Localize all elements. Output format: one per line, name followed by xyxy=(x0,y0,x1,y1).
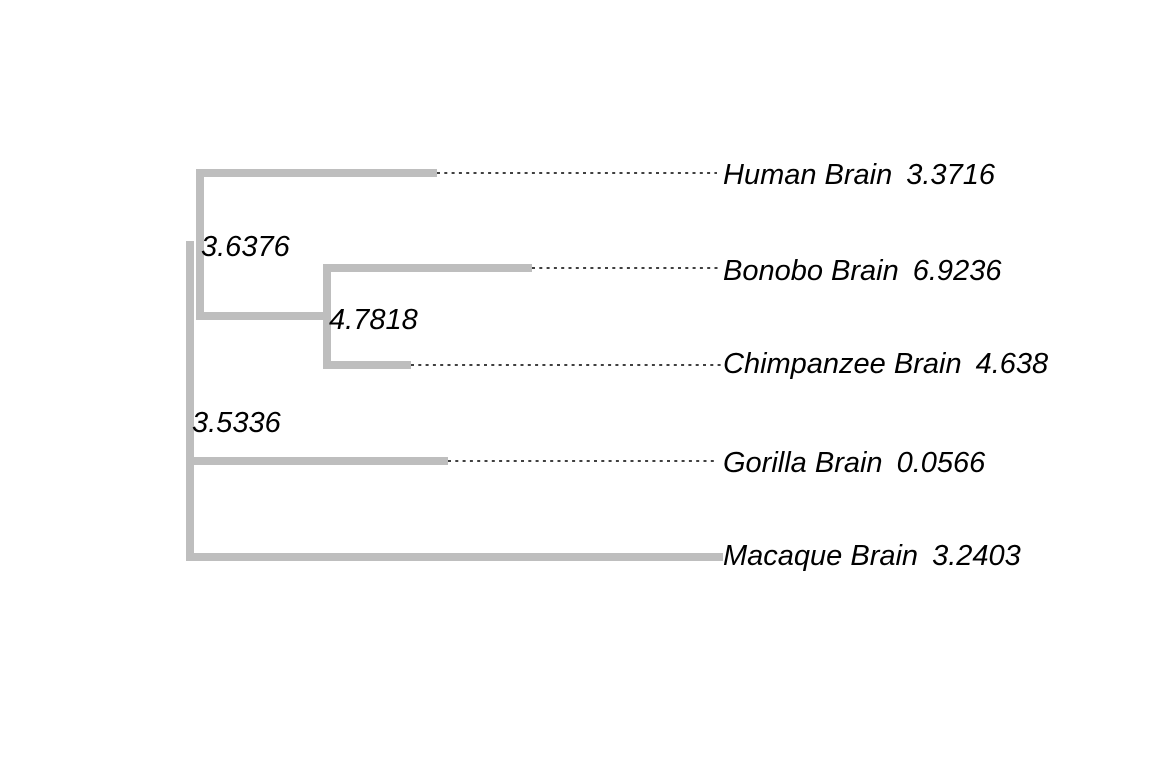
tip-label-chimpanzee: Chimpanzee Brain 4.638 xyxy=(723,348,1048,380)
tip-value: 3.3716 xyxy=(906,159,996,191)
tip-value: 6.9236 xyxy=(913,255,1003,287)
node-label-great-apes: 3.6376 xyxy=(201,231,291,263)
tip-value: 4.638 xyxy=(976,348,1049,380)
node-label-pan: 4.7818 xyxy=(329,304,418,336)
tip-value: 3.2403 xyxy=(932,540,1021,572)
tip-label-macaque: Macaque Brain 3.2403 xyxy=(723,540,1021,572)
tip-label-human: Human Brain 3.3716 xyxy=(723,159,996,191)
tip-name: Human Brain xyxy=(723,159,892,191)
tip-name: Bonobo Brain xyxy=(723,255,899,287)
tip-value: 0.0566 xyxy=(897,447,987,479)
node-label-hominid: 3.5336 xyxy=(192,407,282,439)
tip-label-gorilla: Gorilla Brain 0.0566 xyxy=(723,447,986,479)
tip-name: Macaque Brain xyxy=(723,540,918,572)
tip-name: Gorilla Brain xyxy=(723,447,883,479)
tip-name: Chimpanzee Brain xyxy=(723,348,962,380)
tip-label-bonobo: Bonobo Brain 6.9236 xyxy=(723,255,1002,287)
